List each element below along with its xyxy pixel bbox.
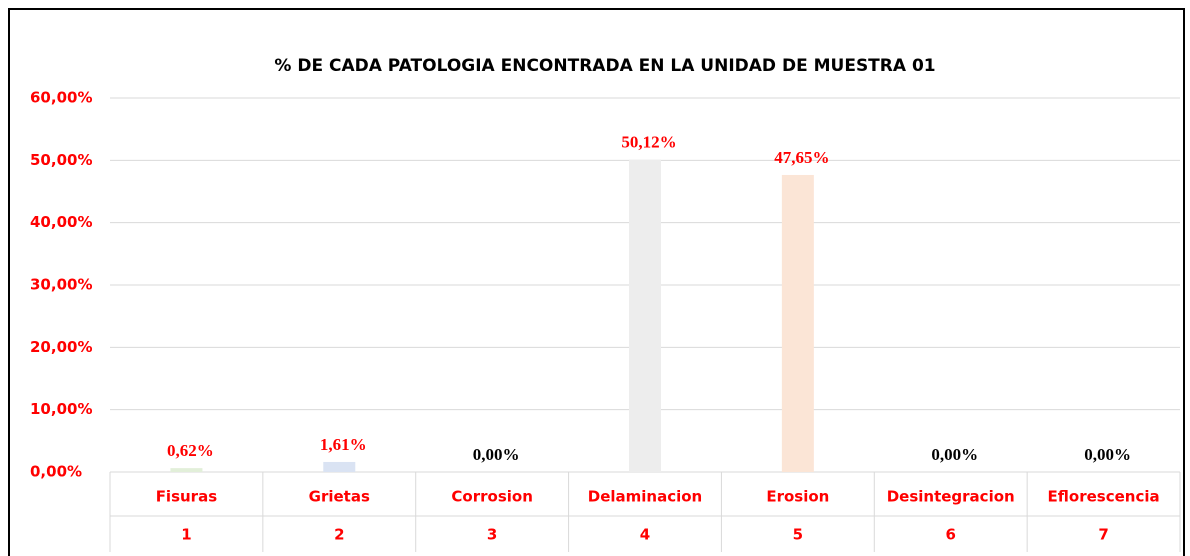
x-tick-label: Erosion (766, 488, 829, 506)
x-tick-number: 7 (1098, 526, 1108, 544)
x-tick-number: 4 (640, 526, 650, 544)
y-tick-label: 50,00% (30, 151, 92, 169)
bar (629, 159, 661, 472)
chart-border (8, 8, 1185, 556)
x-tick-number: 2 (334, 526, 344, 544)
bar (170, 468, 203, 472)
data-label: 1,61% (320, 435, 367, 454)
x-tick-number: 1 (181, 526, 191, 544)
y-tick-label: 20,00% (30, 338, 92, 356)
x-tick-number: 5 (793, 526, 803, 544)
bar (781, 174, 814, 472)
data-label: 0,00% (931, 445, 978, 464)
y-tick-label: 60,00% (30, 89, 92, 107)
x-tick-number: 6 (945, 526, 955, 544)
y-tick-label: 30,00% (30, 276, 92, 294)
x-tick-label: Delaminacion (588, 488, 702, 506)
y-tick-label: 40,00% (30, 213, 92, 231)
x-tick-label: Fisuras (156, 488, 218, 506)
data-label: 47,65% (774, 148, 829, 167)
x-tick-label: Corrosion (451, 488, 532, 506)
data-label: 0,62% (167, 441, 214, 460)
data-label: 50,12% (621, 132, 676, 151)
x-tick-label: Desintegracion (887, 488, 1015, 506)
chart-title: % DE CADA PATOLOGIA ENCONTRADA EN LA UNI… (274, 56, 935, 76)
x-tick-number: 3 (487, 526, 497, 544)
y-tick-label: 10,00% (30, 400, 92, 418)
x-tick-label: Eflorescencia (1048, 488, 1160, 506)
data-label: 0,00% (473, 445, 520, 464)
x-tick-label: Grietas (309, 488, 370, 506)
y-tick-label: 0,00% (30, 463, 82, 481)
bar (323, 461, 356, 472)
data-label: 0,00% (1084, 445, 1131, 464)
